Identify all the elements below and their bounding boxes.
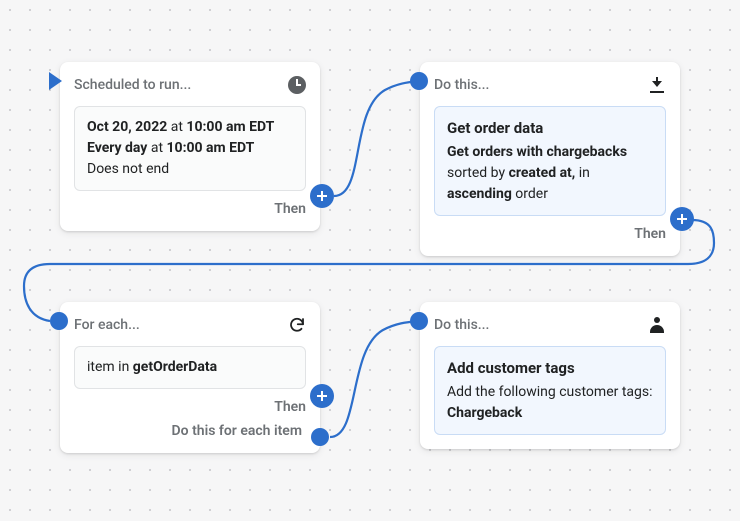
tag-value: Chargeback — [447, 403, 653, 424]
at-label: at — [147, 140, 166, 156]
then-row: Then — [74, 399, 306, 415]
card-body: Add customer tags Add the following cust… — [434, 346, 666, 435]
action-title: Add customer tags — [447, 357, 653, 380]
then-row: Then — [74, 201, 306, 217]
action-title: Get order data — [447, 117, 653, 140]
variable-name: getOrderData — [133, 359, 217, 375]
start-triangle-icon — [49, 72, 62, 90]
line-text: Add the following customer tags: — [447, 382, 653, 403]
card-header: Do this... — [434, 76, 666, 94]
node-dot — [50, 312, 68, 330]
line-text: ascending — [447, 186, 512, 202]
line-text: sorted by — [447, 165, 509, 181]
line-text: in — [575, 165, 590, 181]
clock-icon — [288, 76, 306, 94]
card-body: Get order data Get orders with chargebac… — [434, 106, 666, 216]
plus-button[interactable] — [310, 384, 334, 408]
foreach-output-dot — [311, 428, 329, 446]
time-value: 10:00 am EDT — [167, 140, 255, 156]
connector-wrap — [20, 218, 720, 328]
node-dot — [410, 72, 428, 90]
plus-button[interactable] — [670, 207, 694, 231]
card-body: item in getOrderData — [74, 346, 306, 389]
node-dot — [410, 312, 428, 330]
then-label: Then — [274, 399, 306, 415]
card-header: Scheduled to run... — [74, 76, 306, 94]
connector — [330, 80, 420, 200]
connector — [328, 320, 420, 440]
line-text: Get orders with chargebacks — [447, 144, 627, 160]
header-label: Do this... — [434, 77, 489, 93]
plus-button[interactable] — [310, 184, 334, 208]
repeat-value: Every day — [87, 140, 147, 156]
at-label: at — [167, 119, 186, 135]
foreach-label: Do this for each item — [74, 423, 306, 439]
download-icon — [648, 76, 666, 94]
line-text: created at, — [509, 165, 576, 181]
header-label: Scheduled to run... — [74, 77, 191, 93]
card-body: Oct 20, 2022 at 10:00 am EDT Every day a… — [74, 106, 306, 191]
date-value: Oct 20, 2022 — [87, 119, 167, 135]
time-value: 10:00 am EDT — [186, 119, 274, 135]
card-scheduled[interactable]: Scheduled to run... Oct 20, 2022 at 10:0… — [60, 62, 320, 231]
item-label: item in — [87, 359, 133, 375]
end-label: Does not end — [87, 159, 293, 180]
line-text: order — [512, 186, 548, 202]
then-label: Then — [274, 201, 306, 217]
